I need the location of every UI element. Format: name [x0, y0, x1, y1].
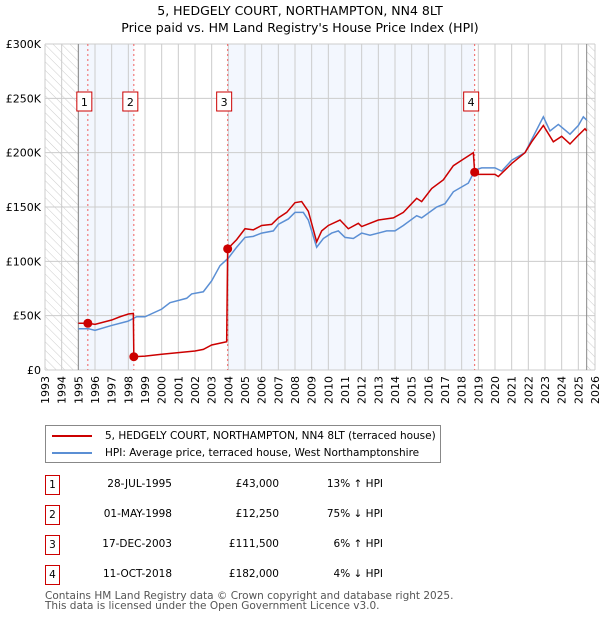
x-tick-label: 2011 [339, 376, 352, 404]
sale-hpi-diff: 4% ↓ HPI [333, 568, 383, 580]
sale-label-box [122, 91, 139, 112]
x-tick-label: 1997 [106, 376, 119, 404]
sale-label: 4 [468, 96, 475, 109]
x-tick-label: 2012 [356, 376, 369, 404]
sale-number: 3 [45, 535, 60, 555]
y-tick-label: £300K [6, 38, 42, 51]
x-tick-label: 1994 [56, 376, 69, 404]
x-tick-label: 2006 [256, 376, 269, 404]
hpi-line [78, 115, 588, 332]
sale-date: 11-OCT-2018 [103, 568, 172, 580]
sale-hpi-diff: 75% ↓ HPI [326, 508, 383, 520]
x-tick-label: 2004 [222, 376, 235, 404]
x-tick-label: 1993 [39, 376, 52, 404]
sale-point [223, 244, 233, 254]
x-tick-label: 2001 [172, 376, 185, 404]
sale-number: 4 [45, 565, 60, 585]
x-tick-label: 2007 [272, 376, 285, 404]
sale-label: 2 [127, 96, 134, 109]
sale-number: 1 [45, 475, 60, 495]
property-price-line [78, 124, 588, 358]
sale-hpi-diff: 6% ↑ HPI [333, 538, 383, 550]
sale-row: 2 01-MAY-1998 £12,250 75% ↓ HPI [45, 505, 445, 525]
y-tick-label: £0 [27, 364, 41, 377]
chart-subtitle: Price paid vs. HM Land Registry's House … [121, 20, 479, 35]
sale-price: £111,500 [228, 538, 279, 550]
sale-label: 3 [221, 96, 228, 109]
footer-copyright: Contains HM Land Registry data © Crown c… [45, 590, 454, 602]
legend: 5, HEDGELY COURT, NORTHAMPTON, NN4 8LT (… [45, 425, 441, 463]
x-tick-label: 2020 [489, 376, 502, 404]
x-tick-label: 2013 [372, 376, 385, 404]
x-tick-label: 1998 [122, 376, 135, 404]
x-tick-label: 1999 [139, 376, 152, 404]
sale-price: £182,000 [228, 568, 279, 580]
x-tick-label: 1996 [89, 376, 102, 404]
x-tick-label: 2019 [472, 376, 485, 404]
sale-number: 2 [45, 505, 60, 525]
x-tick-label: 2014 [389, 376, 402, 404]
y-tick-label: £250K [6, 92, 42, 105]
sale-point [83, 318, 93, 328]
x-tick-label: 2003 [206, 376, 219, 404]
sale-label-box [76, 91, 93, 112]
x-tick-label: 2009 [306, 376, 319, 404]
sale-price: £43,000 [235, 478, 279, 490]
footer-licence: This data is licensed under the Open Gov… [45, 600, 380, 612]
x-tick-label: 2005 [239, 376, 252, 404]
y-tick-label: £50K [13, 310, 42, 323]
sale-label: 1 [81, 96, 88, 109]
x-tick-label: 2017 [439, 376, 452, 404]
plot-area: 1993 1994 1995 1996 1997 1998 1999 2000 2001 2002… [6, 38, 600, 404]
sale-date: 28-JUL-1995 [107, 478, 172, 490]
sale-row: 1 28-JUL-1995 £43,000 13% ↑ HPI [45, 475, 445, 495]
x-tick-label: 2018 [456, 376, 469, 404]
x-tick-label: 2023 [539, 376, 552, 404]
sale-label-box [463, 91, 480, 112]
sale-hpi-diff: 13% ↑ HPI [326, 478, 383, 490]
legend-item-hpi: HPI: Average price, terraced house, West… [46, 445, 419, 461]
sale-date: 17-DEC-2003 [102, 538, 172, 550]
x-tick-label: 2000 [156, 376, 169, 404]
y-tick-label: £100K [6, 255, 42, 268]
chart-title: 5, HEDGELY COURT, NORTHAMPTON, NN4 8LT [157, 3, 443, 18]
x-tick-label: 2026 [589, 376, 600, 404]
x-tick-label: 2025 [572, 376, 585, 404]
x-tick-label: 2022 [522, 376, 535, 404]
x-tick-label: 2021 [506, 376, 519, 404]
y-tick-label: £150K [6, 201, 42, 214]
y-tick-label: £200K [6, 147, 42, 160]
x-tick-label: 2008 [289, 376, 302, 404]
x-tick-label: 2016 [422, 376, 435, 404]
x-tick-label: 2024 [556, 376, 569, 404]
sale-date: 01-MAY-1998 [103, 508, 172, 520]
legend-item-property: 5, HEDGELY COURT, NORTHAMPTON, NN4 8LT (… [46, 428, 436, 444]
sale-point [470, 167, 480, 177]
x-tick-label: 1995 [72, 376, 85, 404]
sale-row: 3 17-DEC-2003 £111,500 6% ↑ HPI [45, 535, 445, 555]
x-tick-label: 2010 [322, 376, 335, 404]
x-tick-label: 2015 [406, 376, 419, 404]
x-tick-label: 2002 [189, 376, 202, 404]
sale-row: 4 11-OCT-2018 £182,000 4% ↓ HPI [45, 565, 445, 585]
sale-price: £12,250 [235, 508, 279, 520]
sale-label-box [216, 91, 233, 112]
sale-point [129, 352, 139, 362]
